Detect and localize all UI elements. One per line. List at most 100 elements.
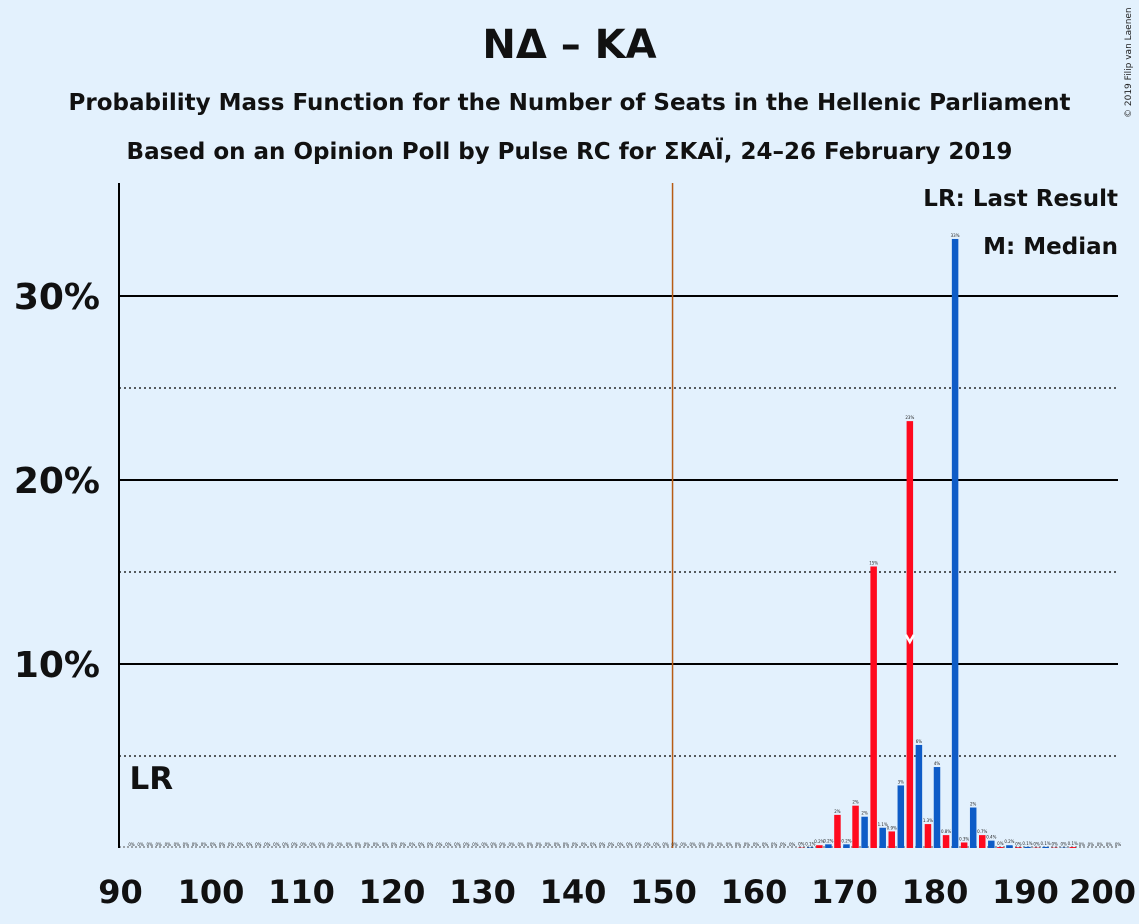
bar-value-label: 0%: [436, 842, 443, 847]
bar-value-label: 0%: [418, 842, 425, 847]
bar: [1015, 847, 1022, 848]
bar-value-label: 0%: [391, 842, 398, 847]
bar-value-label: 0%: [309, 842, 316, 847]
bar-value-label: 0%: [554, 842, 561, 847]
bar-value-label: 0%: [680, 842, 687, 847]
x-tick-label: 150: [630, 873, 697, 911]
bar-value-label: 0%: [346, 842, 353, 847]
bar-value-label: 1.3%: [923, 818, 933, 823]
bar: [997, 847, 1004, 848]
bar-value-label: 0%: [1097, 842, 1104, 847]
bar-value-label: 0%: [337, 842, 344, 847]
bar: [843, 844, 850, 848]
bar-value-label: 0%: [137, 842, 144, 847]
bar-value-label: 6%: [916, 739, 923, 744]
bar-value-label: 2%: [852, 800, 859, 805]
bar-value-label: 0%: [689, 842, 696, 847]
bar: [1006, 845, 1013, 848]
bar-value-label: 0%: [717, 842, 724, 847]
bar-value-label: 0.2%: [1004, 839, 1014, 844]
bar-value-label: 0%: [210, 842, 217, 847]
bar-value-label: 0%: [626, 842, 633, 847]
bar-value-label: 4%: [934, 761, 941, 766]
bar-value-label: 0%: [146, 842, 153, 847]
bar-value-label: 0%: [291, 842, 298, 847]
bar-value-label: 0%: [318, 842, 325, 847]
bar-value-label: 0.8%: [941, 829, 951, 834]
bar: [933, 767, 941, 848]
bar: [969, 807, 977, 848]
x-tick-label: 130: [449, 873, 516, 911]
bar-value-label: 0.2%: [841, 838, 851, 843]
bar-value-label: 0.9%: [887, 825, 897, 830]
bar-value-label: 0%: [183, 842, 190, 847]
bar-value-label: 23%: [905, 415, 914, 420]
bar-value-label: 0%: [174, 842, 181, 847]
bar-value-label: 0%: [671, 842, 678, 847]
bar-value-label: 0%: [490, 842, 497, 847]
last-result-marker: LR: [130, 761, 174, 797]
bar: [852, 805, 859, 848]
bar-value-label: 0%: [726, 842, 733, 847]
x-tick-label: 90: [98, 873, 143, 911]
bar-value-label: 0%: [1061, 842, 1068, 847]
median-marker: [904, 634, 915, 645]
bar-value-label: 0.2%: [823, 838, 833, 843]
bar-value-label: 0%: [201, 842, 208, 847]
y-tick-label: 30%: [14, 277, 100, 318]
bar-value-label: 0%: [400, 842, 407, 847]
bar-value-label: 0%: [355, 842, 362, 847]
bar-value-label: 0%: [599, 842, 606, 847]
chart-subtitle-2: Based on an Opinion Poll by Pulse RC for…: [126, 139, 1013, 165]
bar-value-label: 0%: [255, 842, 262, 847]
bar-value-label: 0%: [997, 841, 1004, 846]
bar-value-label: 0.4%: [986, 835, 996, 840]
legend-last-result: LR: Last Result: [923, 186, 1118, 212]
bar: [979, 835, 986, 848]
bar-value-label: 33%: [951, 233, 960, 238]
x-tick-label: 180: [902, 873, 969, 911]
bar-value-label: 0%: [653, 842, 660, 847]
bar-value-label: 0%: [563, 842, 570, 847]
bar-value-label: 0%: [1115, 842, 1122, 847]
bar-value-label: 0%: [536, 842, 543, 847]
x-tick-label: 170: [811, 873, 878, 911]
bar-value-label: 0%: [427, 842, 434, 847]
chart-title: ΝΔ – ΚΑ: [482, 22, 657, 68]
bar-value-label: 1.1%: [878, 822, 888, 827]
bar-value-label: 0%: [545, 842, 552, 847]
bar-value-label: 0%: [1033, 842, 1040, 847]
bar-value-label: 0%: [608, 842, 615, 847]
x-tick-label: 140: [540, 873, 607, 911]
bar-value-label: 0%: [1088, 842, 1095, 847]
bar-value-label: 0.2%: [814, 839, 824, 844]
bar-value-label: 2%: [970, 802, 977, 807]
bar-value-label: 0%: [264, 842, 271, 847]
y-tick-label: 10%: [14, 645, 100, 686]
bar-value-label: 0%: [192, 842, 199, 847]
bar-value-label: 0%: [273, 842, 280, 847]
bar-value-label: 0%: [699, 842, 706, 847]
bar-value-label: 0%: [662, 842, 669, 847]
bar-value-label: 0%: [762, 842, 769, 847]
bar-value-label: 0.1%: [1022, 841, 1032, 846]
chart-subtitle-1: Probability Mass Function for the Number…: [68, 90, 1071, 116]
bar-value-label: 0%: [1015, 841, 1022, 846]
bar-value-label: 0%: [481, 842, 488, 847]
bar-value-label: 0%: [445, 842, 452, 847]
bar-value-label: 0%: [499, 842, 506, 847]
bar-value-label: 0%: [635, 842, 642, 847]
bar-value-label: 0%: [1079, 842, 1086, 847]
bar: [816, 845, 823, 848]
bar-value-label: 3%: [898, 779, 905, 784]
y-tick-label: 20%: [14, 461, 100, 502]
bar-value-label: 0%: [753, 842, 760, 847]
bar-value-label: 15%: [869, 560, 878, 565]
bar: [879, 827, 886, 848]
bar-value-label: 0%: [798, 842, 805, 847]
x-tick-label: 160: [721, 873, 788, 911]
bar-value-label: 0%: [1106, 842, 1113, 847]
bar-value-label: 0%: [735, 842, 742, 847]
bar: [870, 566, 877, 848]
